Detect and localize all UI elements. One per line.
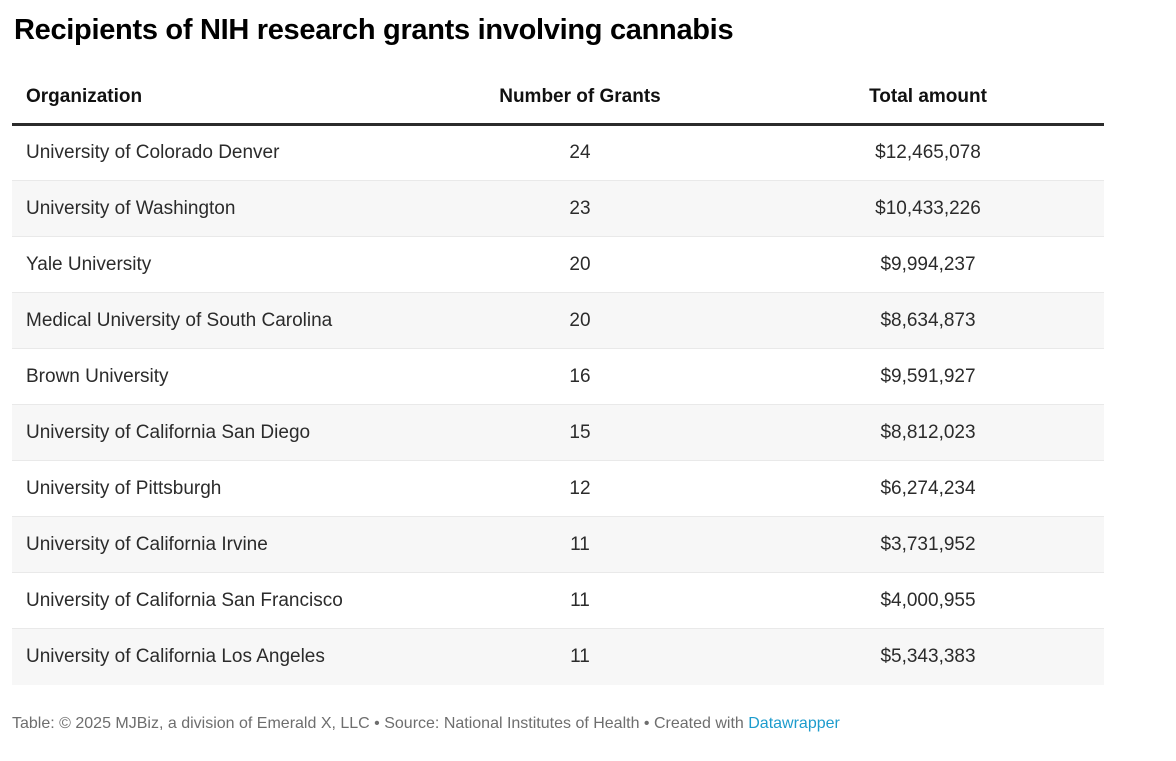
grants-cell: 12 <box>569 477 591 499</box>
table-row: Medical University of South Carolina 20 … <box>12 292 1104 349</box>
table-row: University of Pittsburgh 12 $6,274,234 <box>12 460 1104 517</box>
amount-cell: $10,433,226 <box>875 197 981 219</box>
amount-cell: $5,343,383 <box>880 645 976 667</box>
amount-cell: $12,465,078 <box>875 142 981 163</box>
table-row: University of California Irvine 11 $3,73… <box>12 516 1104 573</box>
org-cell: University of Pittsburgh <box>26 477 222 499</box>
org-cell: Medical University of South Carolina <box>26 309 333 331</box>
column-header-number-of-grants: Number of Grants <box>408 76 752 126</box>
grants-cell: 20 <box>569 253 591 275</box>
grants-cell: 23 <box>569 197 591 219</box>
amount-cell: $3,731,952 <box>880 533 976 555</box>
column-header-total-amount: Total amount <box>752 76 1104 126</box>
header-row: Organization Number of Grants Total amou… <box>12 76 1104 126</box>
org-cell: University of California San Francisco <box>26 589 343 611</box>
table-row: University of California San Francisco 1… <box>12 572 1104 629</box>
attribution-text: Table: © 2025 MJBiz, a division of Emera… <box>12 714 749 732</box>
grants-table: Organization Number of Grants Total amou… <box>12 76 1104 685</box>
table-body: University of Colorado Denver 24 $12,465… <box>12 125 1104 685</box>
table-row: University of California San Diego 15 $8… <box>12 404 1104 461</box>
grants-cell: 20 <box>569 309 591 331</box>
grants-cell: 24 <box>569 142 591 163</box>
grants-cell: 11 <box>570 645 590 667</box>
org-cell: University of Washington <box>26 197 236 219</box>
org-cell: University of California Irvine <box>26 533 268 555</box>
org-cell: Brown University <box>26 365 169 387</box>
grants-cell: 11 <box>570 589 590 611</box>
grants-cell: 15 <box>569 421 591 443</box>
amount-cell: $4,000,955 <box>880 589 976 611</box>
amount-cell: $6,274,234 <box>880 477 976 499</box>
datawrapper-link[interactable]: Datawrapper <box>748 714 840 732</box>
org-cell: University of California Los Angeles <box>26 645 325 667</box>
table-row: University of Colorado Denver 24 $12,465… <box>12 125 1104 181</box>
table-row: University of Washington 23 $10,433,226 <box>12 180 1104 237</box>
org-cell: University of California San Diego <box>26 421 311 443</box>
table-row: Brown University 16 $9,591,927 <box>12 348 1104 405</box>
table-row: Yale University 20 $9,994,237 <box>12 236 1104 293</box>
column-header-organization: Organization <box>12 76 408 126</box>
attribution-footer: Table: © 2025 MJBiz, a division of Emera… <box>12 714 1176 734</box>
amount-cell: $8,634,873 <box>880 309 976 331</box>
table-header: Organization Number of Grants Total amou… <box>12 76 1104 126</box>
amount-cell: $9,591,927 <box>880 365 976 387</box>
table-row: University of California Los Angeles 11 … <box>12 628 1104 685</box>
grants-cell: 16 <box>569 365 591 387</box>
org-cell: University of Colorado Denver <box>26 142 280 163</box>
amount-cell: $9,994,237 <box>880 253 976 275</box>
grants-cell: 11 <box>570 533 590 555</box>
org-cell: Yale University <box>26 253 152 275</box>
page-title: Recipients of NIH research grants involv… <box>14 14 734 46</box>
amount-cell: $8,812,023 <box>880 421 976 443</box>
